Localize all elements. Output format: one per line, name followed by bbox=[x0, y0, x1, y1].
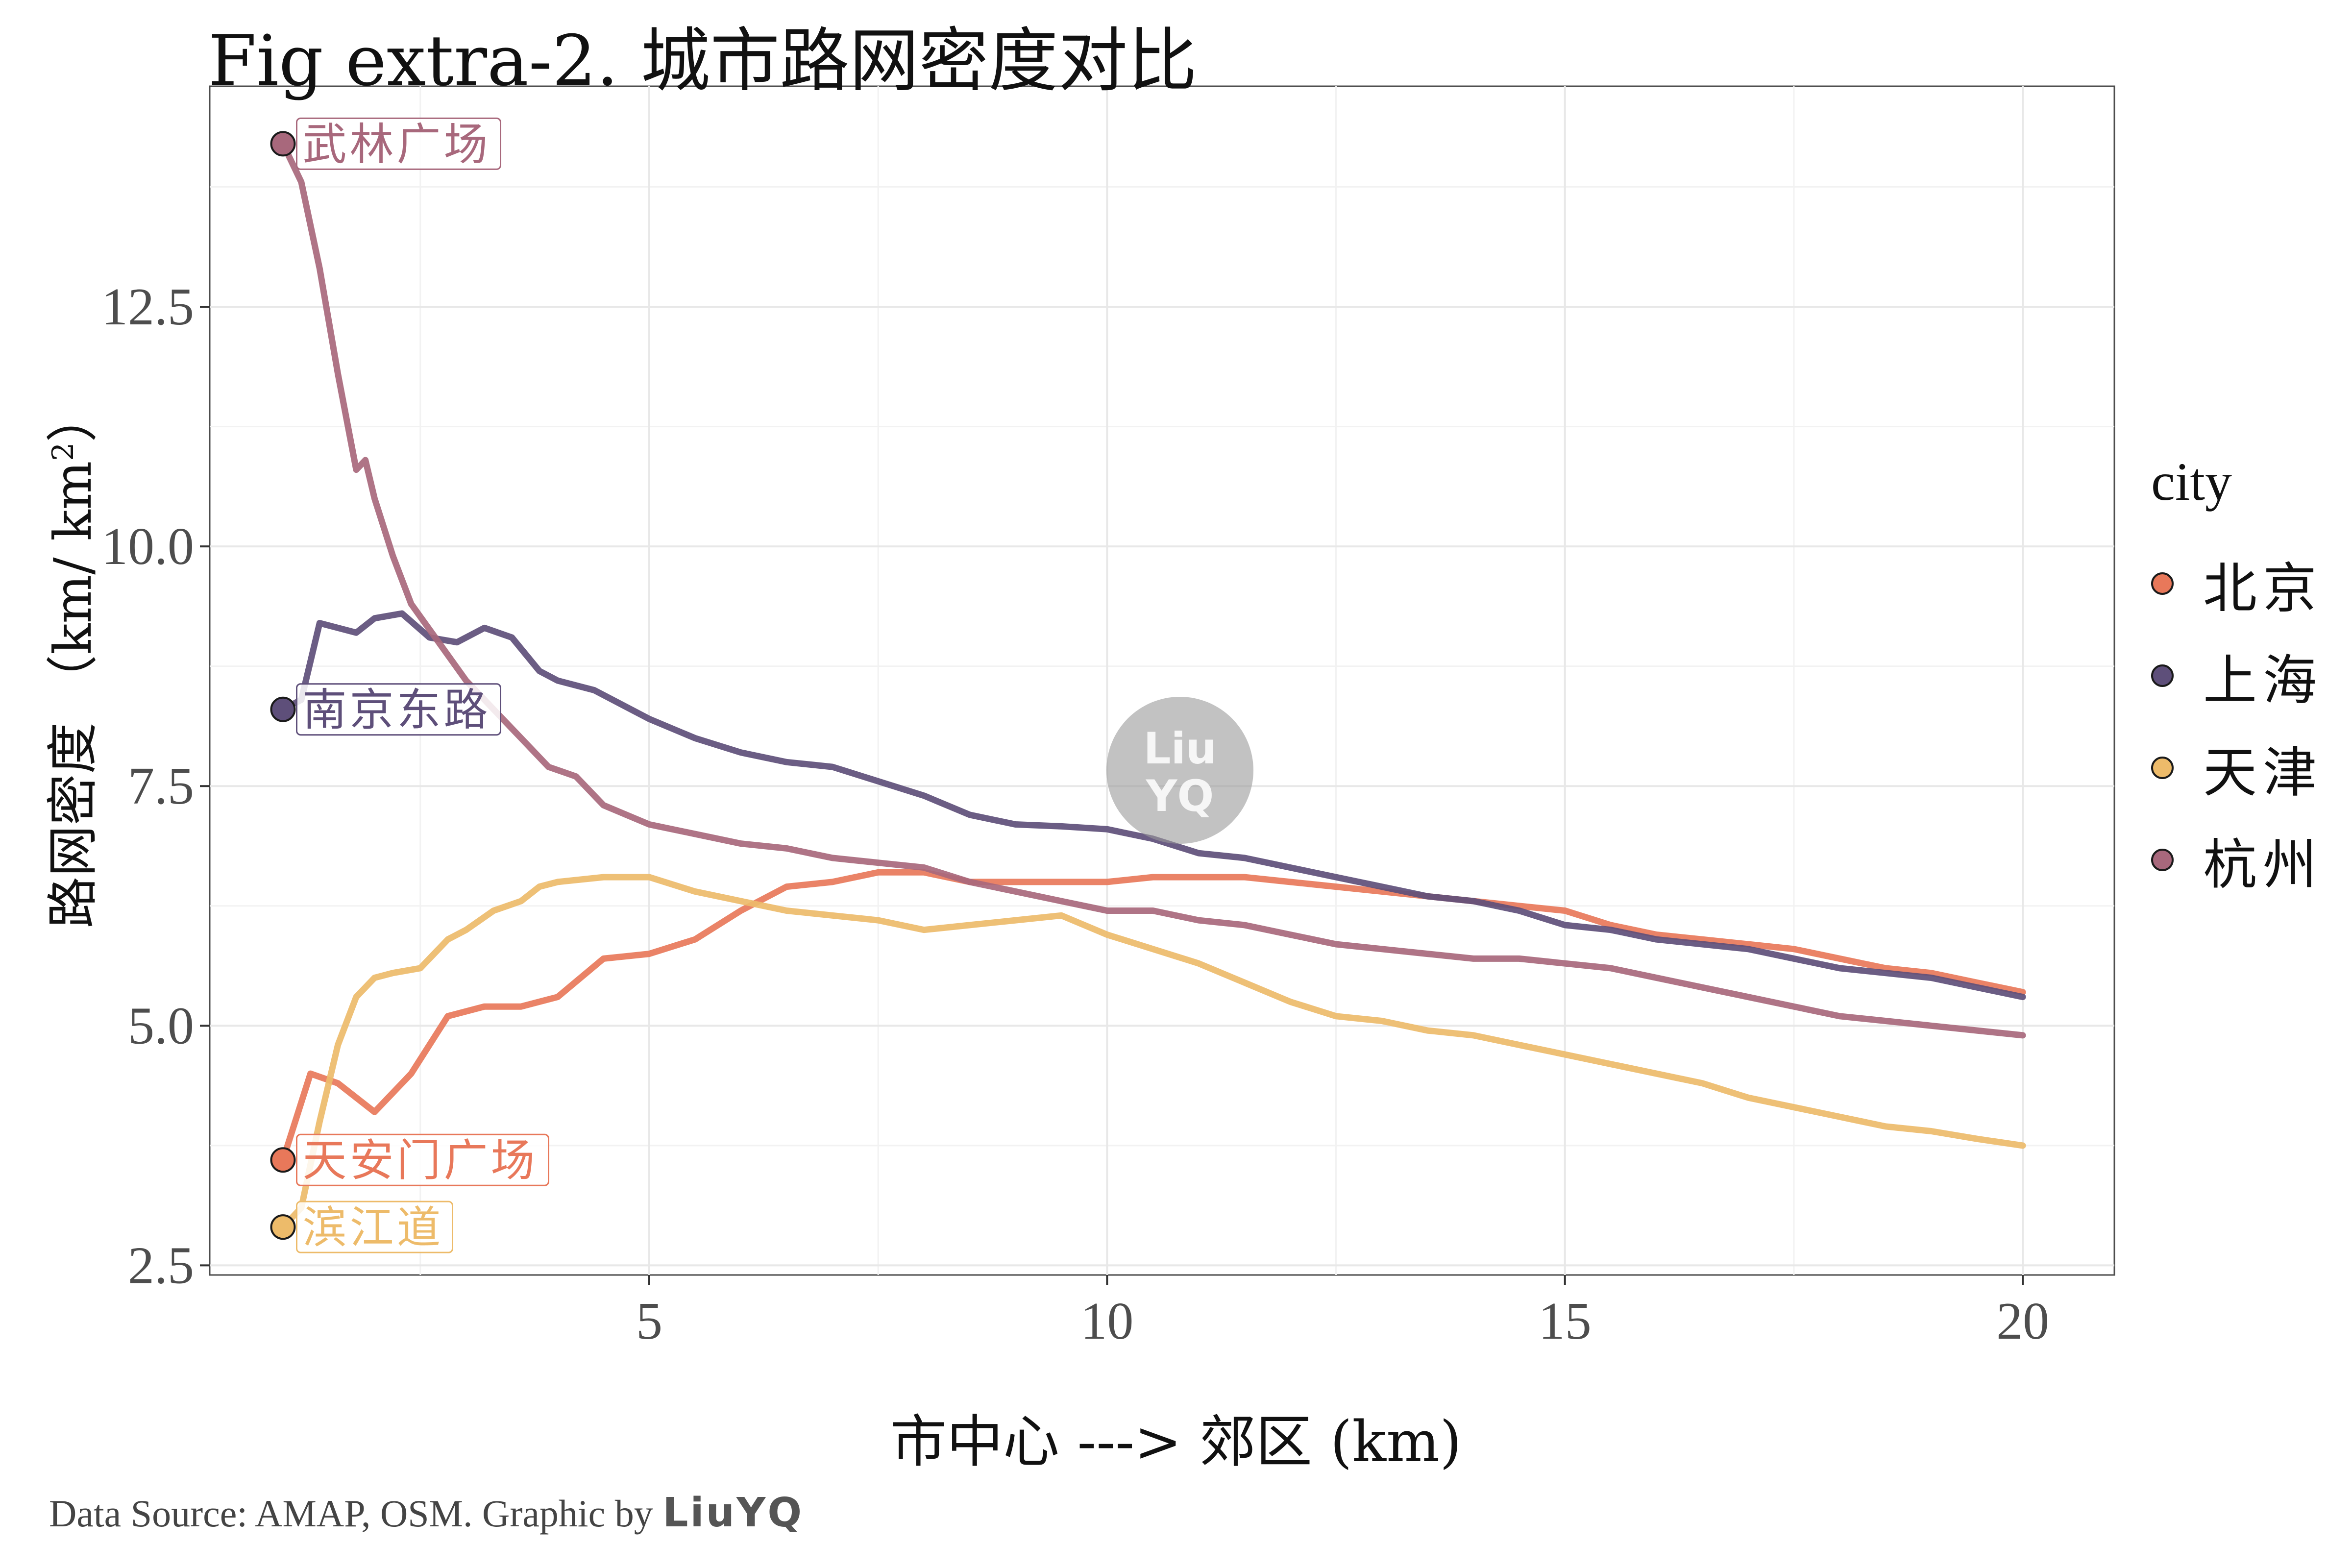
watermark-line2: YQ bbox=[1146, 771, 1214, 821]
start-label-3: 武林广场 bbox=[303, 119, 491, 170]
x-tick-label-2: 15 bbox=[1539, 1292, 1592, 1350]
y-tick-label-4: 12.5 bbox=[101, 278, 194, 336]
plot-panel bbox=[209, 85, 2115, 1276]
axes: 5 10 15 20 2.5 5.0 7.5 10.0 12.5 bbox=[101, 278, 2049, 1350]
start-label-box-0 bbox=[296, 1133, 549, 1186]
legend-key-tianjin bbox=[2151, 757, 2174, 779]
x-tick-label-0: 5 bbox=[636, 1292, 662, 1350]
y-tick-label-1: 5.0 bbox=[128, 997, 194, 1055]
watermark: Liu YQ bbox=[1106, 697, 1253, 844]
series-line-0 bbox=[280, 869, 2026, 1163]
start-point-3 bbox=[270, 131, 296, 157]
start-label-box-2 bbox=[296, 1200, 453, 1253]
start-point-1 bbox=[270, 696, 296, 722]
series-line-3 bbox=[280, 140, 2026, 1039]
legend-key-hangzhou bbox=[2151, 849, 2174, 871]
legend-label-beijing: 北京 bbox=[2203, 557, 2323, 620]
legend-title: city bbox=[2151, 452, 2232, 512]
legend-item-beijing: 北京 bbox=[2151, 538, 2323, 630]
y-axis-title: 路网密度 （km/ km2） bbox=[31, 317, 106, 1003]
x-tick-label-3: 20 bbox=[1996, 1292, 2049, 1350]
y-tick-label-0: 2.5 bbox=[128, 1236, 194, 1295]
y-axis-title-end: ） bbox=[43, 391, 103, 442]
legend: city 北京 上海 天津 杭州 bbox=[2151, 451, 2323, 906]
start-label-box-1 bbox=[296, 683, 501, 736]
data-source-caption: Data Source: AMAP, OSM. Graphic by LiuYQ bbox=[49, 1490, 804, 1536]
y-tick-label-3: 10.0 bbox=[101, 517, 194, 576]
grid-major bbox=[210, 86, 2114, 1275]
x-axis-title: 市中心 ---> 郊区 (km) bbox=[890, 1409, 1462, 1475]
x-tick-label-1: 10 bbox=[1080, 1292, 1133, 1350]
legend-item-tianjin: 天津 bbox=[2151, 722, 2323, 814]
series-lines bbox=[280, 140, 2026, 1230]
start-label-1: 南京东路 bbox=[303, 685, 491, 736]
start-point-2 bbox=[270, 1214, 296, 1240]
y-tick-label-2: 7.5 bbox=[128, 757, 194, 815]
legend-label-hangzhou: 杭州 bbox=[2203, 833, 2323, 896]
chart-title: Fig extra-2. 城市路网密度对比 bbox=[208, 21, 1198, 101]
start-point-0 bbox=[270, 1147, 296, 1173]
series-line-2 bbox=[280, 874, 2026, 1230]
legend-key-shanghai bbox=[2151, 664, 2174, 687]
legend-item-shanghai: 上海 bbox=[2151, 630, 2323, 722]
start-label-2: 滨江道 bbox=[303, 1202, 444, 1253]
watermark-circle bbox=[1106, 697, 1253, 844]
legend-label-shanghai: 上海 bbox=[2203, 649, 2323, 712]
start-label-box-3 bbox=[296, 117, 501, 170]
legend-key-beijing bbox=[2151, 572, 2174, 595]
start-label-0: 天安门广场 bbox=[303, 1135, 538, 1186]
legend-label-tianjin: 天津 bbox=[2203, 741, 2323, 804]
caption-signature: LiuYQ bbox=[662, 1490, 804, 1536]
y-axis-title-main: 路网密度 （km/ km bbox=[43, 461, 103, 929]
legend-item-hangzhou: 杭州 bbox=[2151, 814, 2323, 906]
watermark-line1: Liu bbox=[1144, 723, 1217, 774]
caption-text: Data Source: AMAP, OSM. Graphic by bbox=[49, 1492, 653, 1535]
y-axis-title-superscript: 2 bbox=[46, 442, 80, 461]
